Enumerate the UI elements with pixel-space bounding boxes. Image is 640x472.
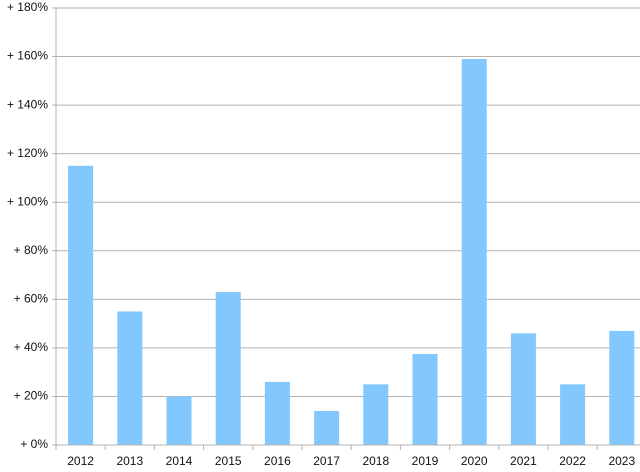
x-tick-label: 2019 bbox=[412, 454, 439, 468]
x-tick-label: 2013 bbox=[116, 454, 143, 468]
x-tick-label: 2014 bbox=[166, 454, 193, 468]
y-tick-label: + 160% bbox=[7, 49, 48, 63]
x-tick-label: 2015 bbox=[215, 454, 242, 468]
y-tick-label: + 0% bbox=[20, 437, 48, 451]
x-tick-label: 2020 bbox=[461, 454, 488, 468]
bar bbox=[68, 165, 94, 446]
bar bbox=[314, 411, 340, 445]
bar bbox=[117, 311, 143, 445]
x-tick-label: 2023 bbox=[608, 454, 635, 468]
y-tick-label: + 140% bbox=[7, 97, 48, 111]
bar bbox=[609, 330, 635, 445]
y-tick-label: + 40% bbox=[14, 340, 49, 354]
bar bbox=[166, 396, 192, 445]
bar bbox=[412, 353, 438, 445]
bar bbox=[510, 333, 536, 445]
bar bbox=[363, 384, 389, 445]
y-tick-label: + 20% bbox=[14, 389, 49, 403]
y-tick-label: + 120% bbox=[7, 146, 48, 160]
y-tick-label: + 100% bbox=[7, 194, 48, 208]
y-tick-label: + 80% bbox=[14, 243, 49, 257]
x-tick-label: 2022 bbox=[559, 454, 586, 468]
bar bbox=[461, 58, 487, 445]
y-tick-label: + 180% bbox=[7, 0, 48, 14]
y-tick-label: + 60% bbox=[14, 292, 49, 306]
x-tick-label: 2012 bbox=[67, 454, 94, 468]
x-tick-label: 2021 bbox=[510, 454, 537, 468]
bar bbox=[560, 384, 586, 445]
x-tick-label: 2016 bbox=[264, 454, 291, 468]
bar bbox=[215, 292, 241, 445]
x-tick-label: 2017 bbox=[313, 454, 340, 468]
x-tick-label: 2018 bbox=[362, 454, 389, 468]
bar bbox=[264, 381, 290, 445]
